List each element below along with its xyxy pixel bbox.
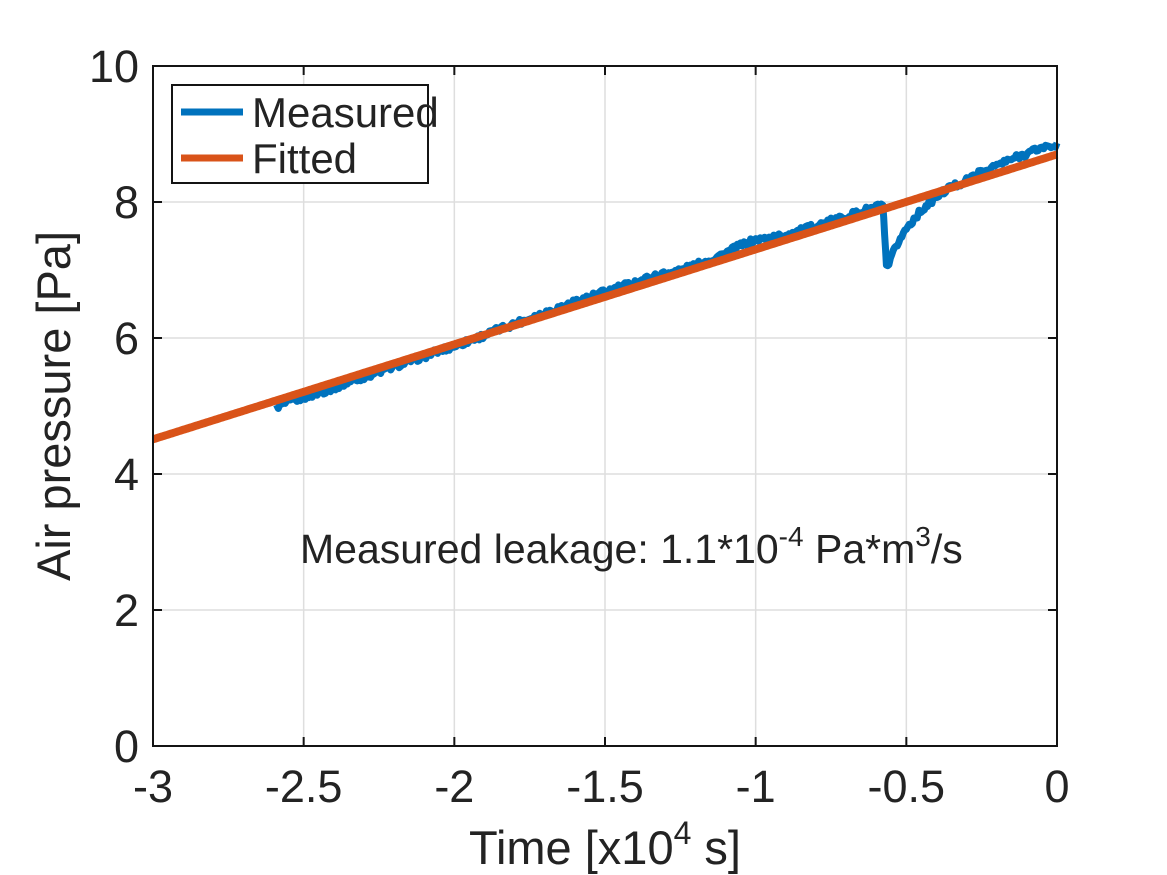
y-axis-label: Air pressure [Pa] xyxy=(27,231,80,581)
series-fitted-line xyxy=(150,150,1060,444)
legend-entry-measured: Measured xyxy=(181,89,439,136)
x-tick-label: -2.5 xyxy=(265,761,343,812)
y-tick-label: 2 xyxy=(114,585,139,636)
y-tick-label: 8 xyxy=(114,177,139,228)
x-tick-label: -3 xyxy=(133,761,173,812)
x-tick-labels: -3 -2.5 -2 -1.5 -1 -0.5 0 xyxy=(133,761,1070,812)
x-tick-label: -1 xyxy=(736,761,776,812)
y-tick-label: 10 xyxy=(89,41,139,92)
y-tick-label: 0 xyxy=(114,721,139,772)
x-axis-label: Time [x104 s] xyxy=(469,815,741,874)
legend-label: Measured xyxy=(252,89,439,136)
annotation-text: Measured leakage: 1.1*10-4 Pa*m3/s xyxy=(300,521,963,572)
legend-box xyxy=(171,84,429,184)
x-tick-label: -2 xyxy=(434,761,474,812)
x-tick-label: -0.5 xyxy=(868,761,946,812)
x-tick-label: -1.5 xyxy=(566,761,644,812)
legend-entry-fitted: Fitted xyxy=(181,135,357,182)
legend-label: Fitted xyxy=(252,135,357,182)
x-tick-label: 0 xyxy=(1044,761,1069,812)
axis-ticks xyxy=(152,65,1058,747)
y-tick-label: 6 xyxy=(114,313,139,364)
y-tick-labels: 0 2 4 6 8 10 xyxy=(89,41,139,772)
y-tick-label: 4 xyxy=(114,449,139,500)
